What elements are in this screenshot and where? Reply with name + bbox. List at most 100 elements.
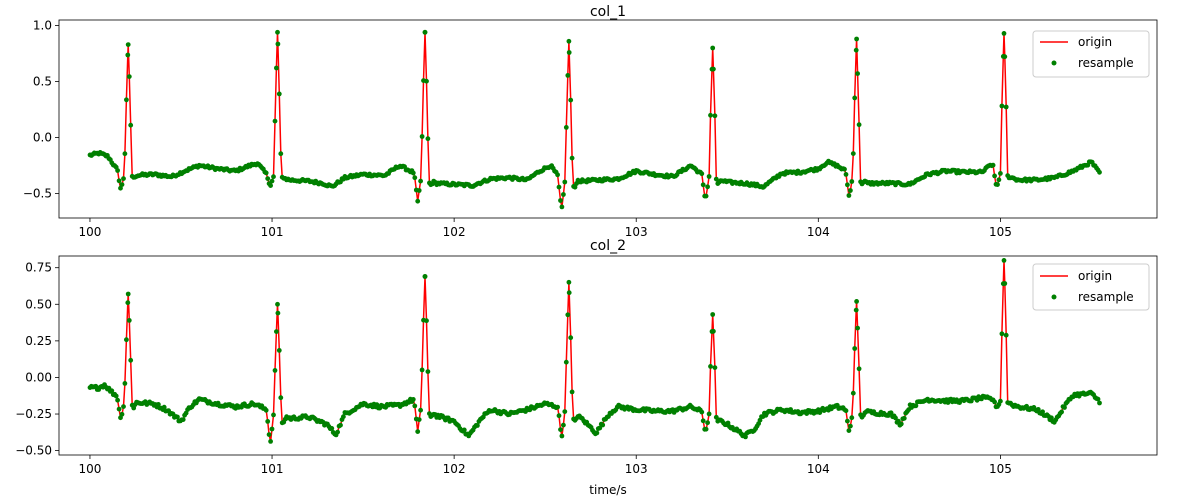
resample-point — [128, 122, 134, 128]
resample-point — [115, 397, 120, 403]
resample-point — [410, 397, 416, 402]
resample-point — [565, 73, 571, 78]
resample-point — [118, 185, 123, 191]
resample-point — [893, 415, 898, 421]
legend: origin resample — [1032, 30, 1150, 78]
resample-point — [565, 312, 571, 318]
resample-point — [597, 425, 603, 431]
resample-point — [566, 50, 572, 55]
resample-point — [272, 368, 278, 373]
resample-point — [848, 188, 853, 193]
resample-point — [410, 170, 416, 176]
resample-point — [1095, 396, 1101, 402]
x-tick-label: 101 — [261, 225, 284, 239]
resample-point — [1049, 415, 1054, 421]
resample-point — [126, 74, 132, 79]
resample-point — [121, 404, 126, 409]
resample-point — [269, 178, 275, 184]
x-tick-label: 100 — [79, 462, 102, 476]
subplot-title: col_2 — [590, 238, 626, 254]
resample-point — [1001, 258, 1007, 263]
resample-point — [1040, 409, 1045, 415]
x-tick-label: 101 — [261, 462, 284, 476]
y-tick-label: −0.25 — [15, 407, 52, 421]
resample-point — [901, 415, 907, 421]
legend-resample-label: resample — [1078, 290, 1134, 304]
resample-point — [856, 122, 862, 128]
resample-point — [708, 364, 713, 369]
resample-point — [276, 348, 282, 353]
resample-point — [569, 389, 575, 395]
legend-resample-marker — [1051, 294, 1057, 300]
resample-point — [1035, 407, 1041, 412]
resample-point — [109, 388, 115, 394]
resample-point — [412, 175, 418, 181]
resample-point — [128, 357, 134, 363]
x-tick-label: 103 — [625, 462, 648, 476]
resample-point — [558, 198, 563, 203]
resample-point — [848, 423, 853, 429]
resample-point — [268, 183, 273, 189]
resample-point — [562, 409, 568, 414]
x-tick-label: 103 — [625, 225, 648, 239]
resample-point — [125, 291, 131, 297]
resample-point — [600, 422, 606, 428]
resample-point — [122, 151, 128, 157]
resample-point — [558, 427, 563, 432]
legend-origin-label: origin — [1078, 269, 1112, 283]
resample-point — [125, 300, 131, 306]
resample-point — [562, 179, 568, 185]
resample-point — [706, 174, 712, 179]
resample-point — [855, 325, 860, 331]
resample-point — [990, 162, 996, 168]
x-tick-label: 102 — [443, 225, 466, 239]
resample-point — [424, 318, 429, 324]
resample-point — [705, 420, 710, 426]
resample-point — [272, 118, 278, 124]
resample-point — [416, 417, 422, 422]
y-tick-label: 0.0 — [33, 130, 52, 144]
resample-point — [700, 418, 706, 424]
resample-point — [1097, 169, 1102, 175]
resample-point — [852, 95, 858, 101]
resample-point — [1059, 409, 1064, 415]
resample-point — [329, 426, 335, 431]
resample-point — [555, 404, 560, 410]
resample-point — [992, 399, 997, 405]
resample-point — [555, 172, 560, 178]
y-tick-label: 0.50 — [25, 297, 52, 311]
resample-point — [566, 290, 572, 296]
y-tick-label: 0.5 — [33, 75, 52, 89]
resample-point — [1003, 104, 1009, 110]
resample-point — [475, 423, 480, 428]
y-tick-label: −0.50 — [15, 444, 52, 458]
x-tick-label: 100 — [79, 225, 102, 239]
legend-resample-label: resample — [1078, 56, 1134, 70]
resample-point — [569, 155, 575, 161]
resample-point — [275, 310, 281, 316]
resample-point — [846, 428, 852, 433]
resample-point — [846, 193, 852, 198]
resample-point — [175, 414, 180, 420]
resample-point — [710, 45, 716, 51]
resample-point — [855, 71, 860, 76]
resample-point — [913, 403, 919, 409]
resample-point — [710, 312, 716, 317]
resample-point — [556, 413, 562, 419]
x-axis-label: time/s — [589, 483, 626, 497]
resample-point — [856, 366, 862, 372]
resample-point — [725, 420, 731, 426]
resample-point — [854, 36, 859, 42]
resample-point — [278, 151, 284, 157]
resample-point — [563, 359, 569, 365]
resample-point — [341, 414, 346, 420]
resample-point — [850, 151, 856, 157]
resample-point — [594, 430, 600, 436]
resample-point — [125, 42, 131, 47]
resample-point — [568, 97, 574, 103]
resample-point — [711, 66, 716, 72]
subplot-col-1: col_1 100 101 102 103 104 105 −0.5 0.0 0.5 1.0 or… — [23, 4, 1158, 239]
resample-point — [854, 299, 859, 304]
y-tick-label: 0.00 — [25, 370, 52, 384]
resample-point — [853, 307, 859, 313]
